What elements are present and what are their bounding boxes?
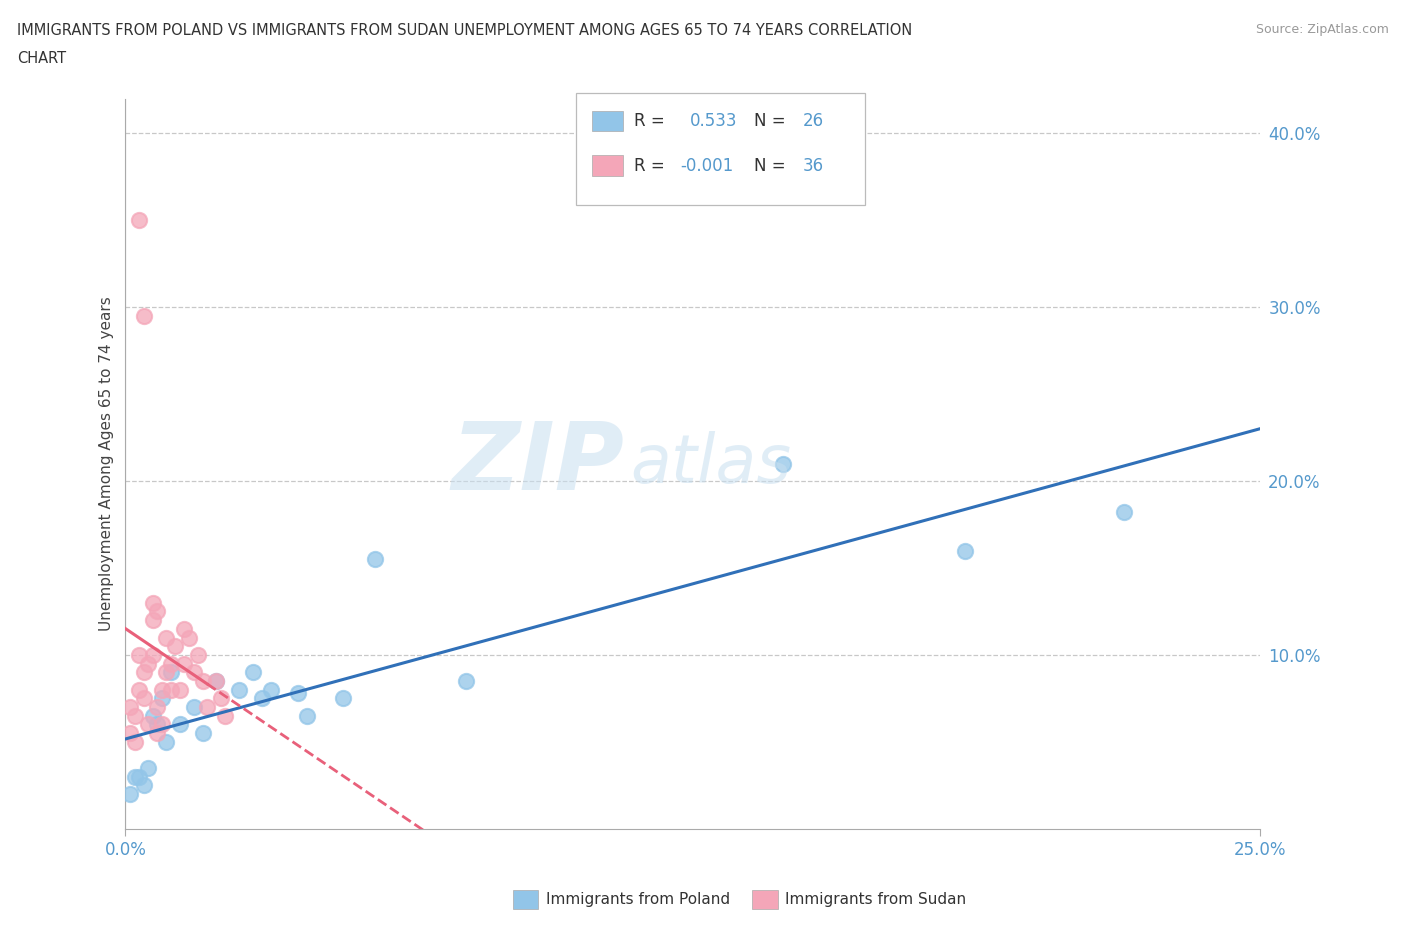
Text: Immigrants from Sudan: Immigrants from Sudan xyxy=(785,892,966,907)
Text: 36: 36 xyxy=(803,156,824,175)
Point xyxy=(136,717,159,732)
Point xyxy=(205,673,228,688)
Y-axis label: Unemployment Among Ages 65 to 74 years: Unemployment Among Ages 65 to 74 years xyxy=(100,297,114,631)
Text: Source: ZipAtlas.com: Source: ZipAtlas.com xyxy=(1256,23,1389,36)
Point xyxy=(772,457,794,472)
Point xyxy=(183,665,205,680)
Point xyxy=(177,630,200,644)
Text: CHART: CHART xyxy=(17,51,66,66)
Point xyxy=(195,699,218,714)
Point xyxy=(136,761,159,776)
Point xyxy=(295,709,318,724)
Point xyxy=(128,213,150,228)
Point xyxy=(165,639,187,654)
Point xyxy=(250,691,273,706)
Point xyxy=(136,657,159,671)
Point xyxy=(1112,505,1135,520)
Point xyxy=(150,691,173,706)
Point xyxy=(160,683,183,698)
Point xyxy=(118,787,141,802)
Text: -0.001: -0.001 xyxy=(681,156,734,175)
Point xyxy=(214,709,236,724)
Point xyxy=(142,613,165,628)
Point xyxy=(146,699,169,714)
Point xyxy=(124,709,146,724)
Point xyxy=(128,683,150,698)
Text: R =: R = xyxy=(634,112,671,130)
Point xyxy=(146,604,169,618)
Point xyxy=(142,595,165,610)
Text: 26: 26 xyxy=(803,112,824,130)
Point xyxy=(146,725,169,740)
Point xyxy=(155,630,177,644)
Point xyxy=(953,543,976,558)
Text: 0.533: 0.533 xyxy=(690,112,738,130)
Point xyxy=(160,665,183,680)
Point xyxy=(332,691,354,706)
Point xyxy=(169,717,191,732)
Point xyxy=(173,621,195,636)
Point xyxy=(169,683,191,698)
Point xyxy=(142,647,165,662)
Point xyxy=(132,309,155,324)
Point xyxy=(150,683,173,698)
Point xyxy=(155,665,177,680)
Point xyxy=(364,551,387,566)
Point xyxy=(118,699,141,714)
Point xyxy=(155,735,177,750)
Point xyxy=(260,683,283,698)
Point xyxy=(454,673,477,688)
Text: IMMIGRANTS FROM POLAND VS IMMIGRANTS FROM SUDAN UNEMPLOYMENT AMONG AGES 65 TO 74: IMMIGRANTS FROM POLAND VS IMMIGRANTS FRO… xyxy=(17,23,912,38)
Point xyxy=(132,665,155,680)
Point xyxy=(160,657,183,671)
Text: atlas: atlas xyxy=(630,431,792,497)
Text: ZIP: ZIP xyxy=(451,418,624,510)
Text: Immigrants from Poland: Immigrants from Poland xyxy=(546,892,730,907)
Point xyxy=(146,717,169,732)
Point xyxy=(124,769,146,784)
Point xyxy=(142,709,165,724)
Point xyxy=(242,665,264,680)
Point xyxy=(128,769,150,784)
Point xyxy=(187,647,209,662)
Point xyxy=(132,777,155,792)
Point xyxy=(150,717,173,732)
Text: N =: N = xyxy=(754,156,790,175)
Point xyxy=(128,647,150,662)
Text: N =: N = xyxy=(754,112,790,130)
Text: R =: R = xyxy=(634,156,671,175)
Point xyxy=(228,683,250,698)
Point xyxy=(191,673,214,688)
Point xyxy=(173,657,195,671)
Point xyxy=(191,725,214,740)
Point xyxy=(183,699,205,714)
Point xyxy=(124,735,146,750)
Point xyxy=(118,725,141,740)
Point xyxy=(132,691,155,706)
Point xyxy=(287,685,309,700)
Point xyxy=(209,691,232,706)
Point xyxy=(205,673,228,688)
